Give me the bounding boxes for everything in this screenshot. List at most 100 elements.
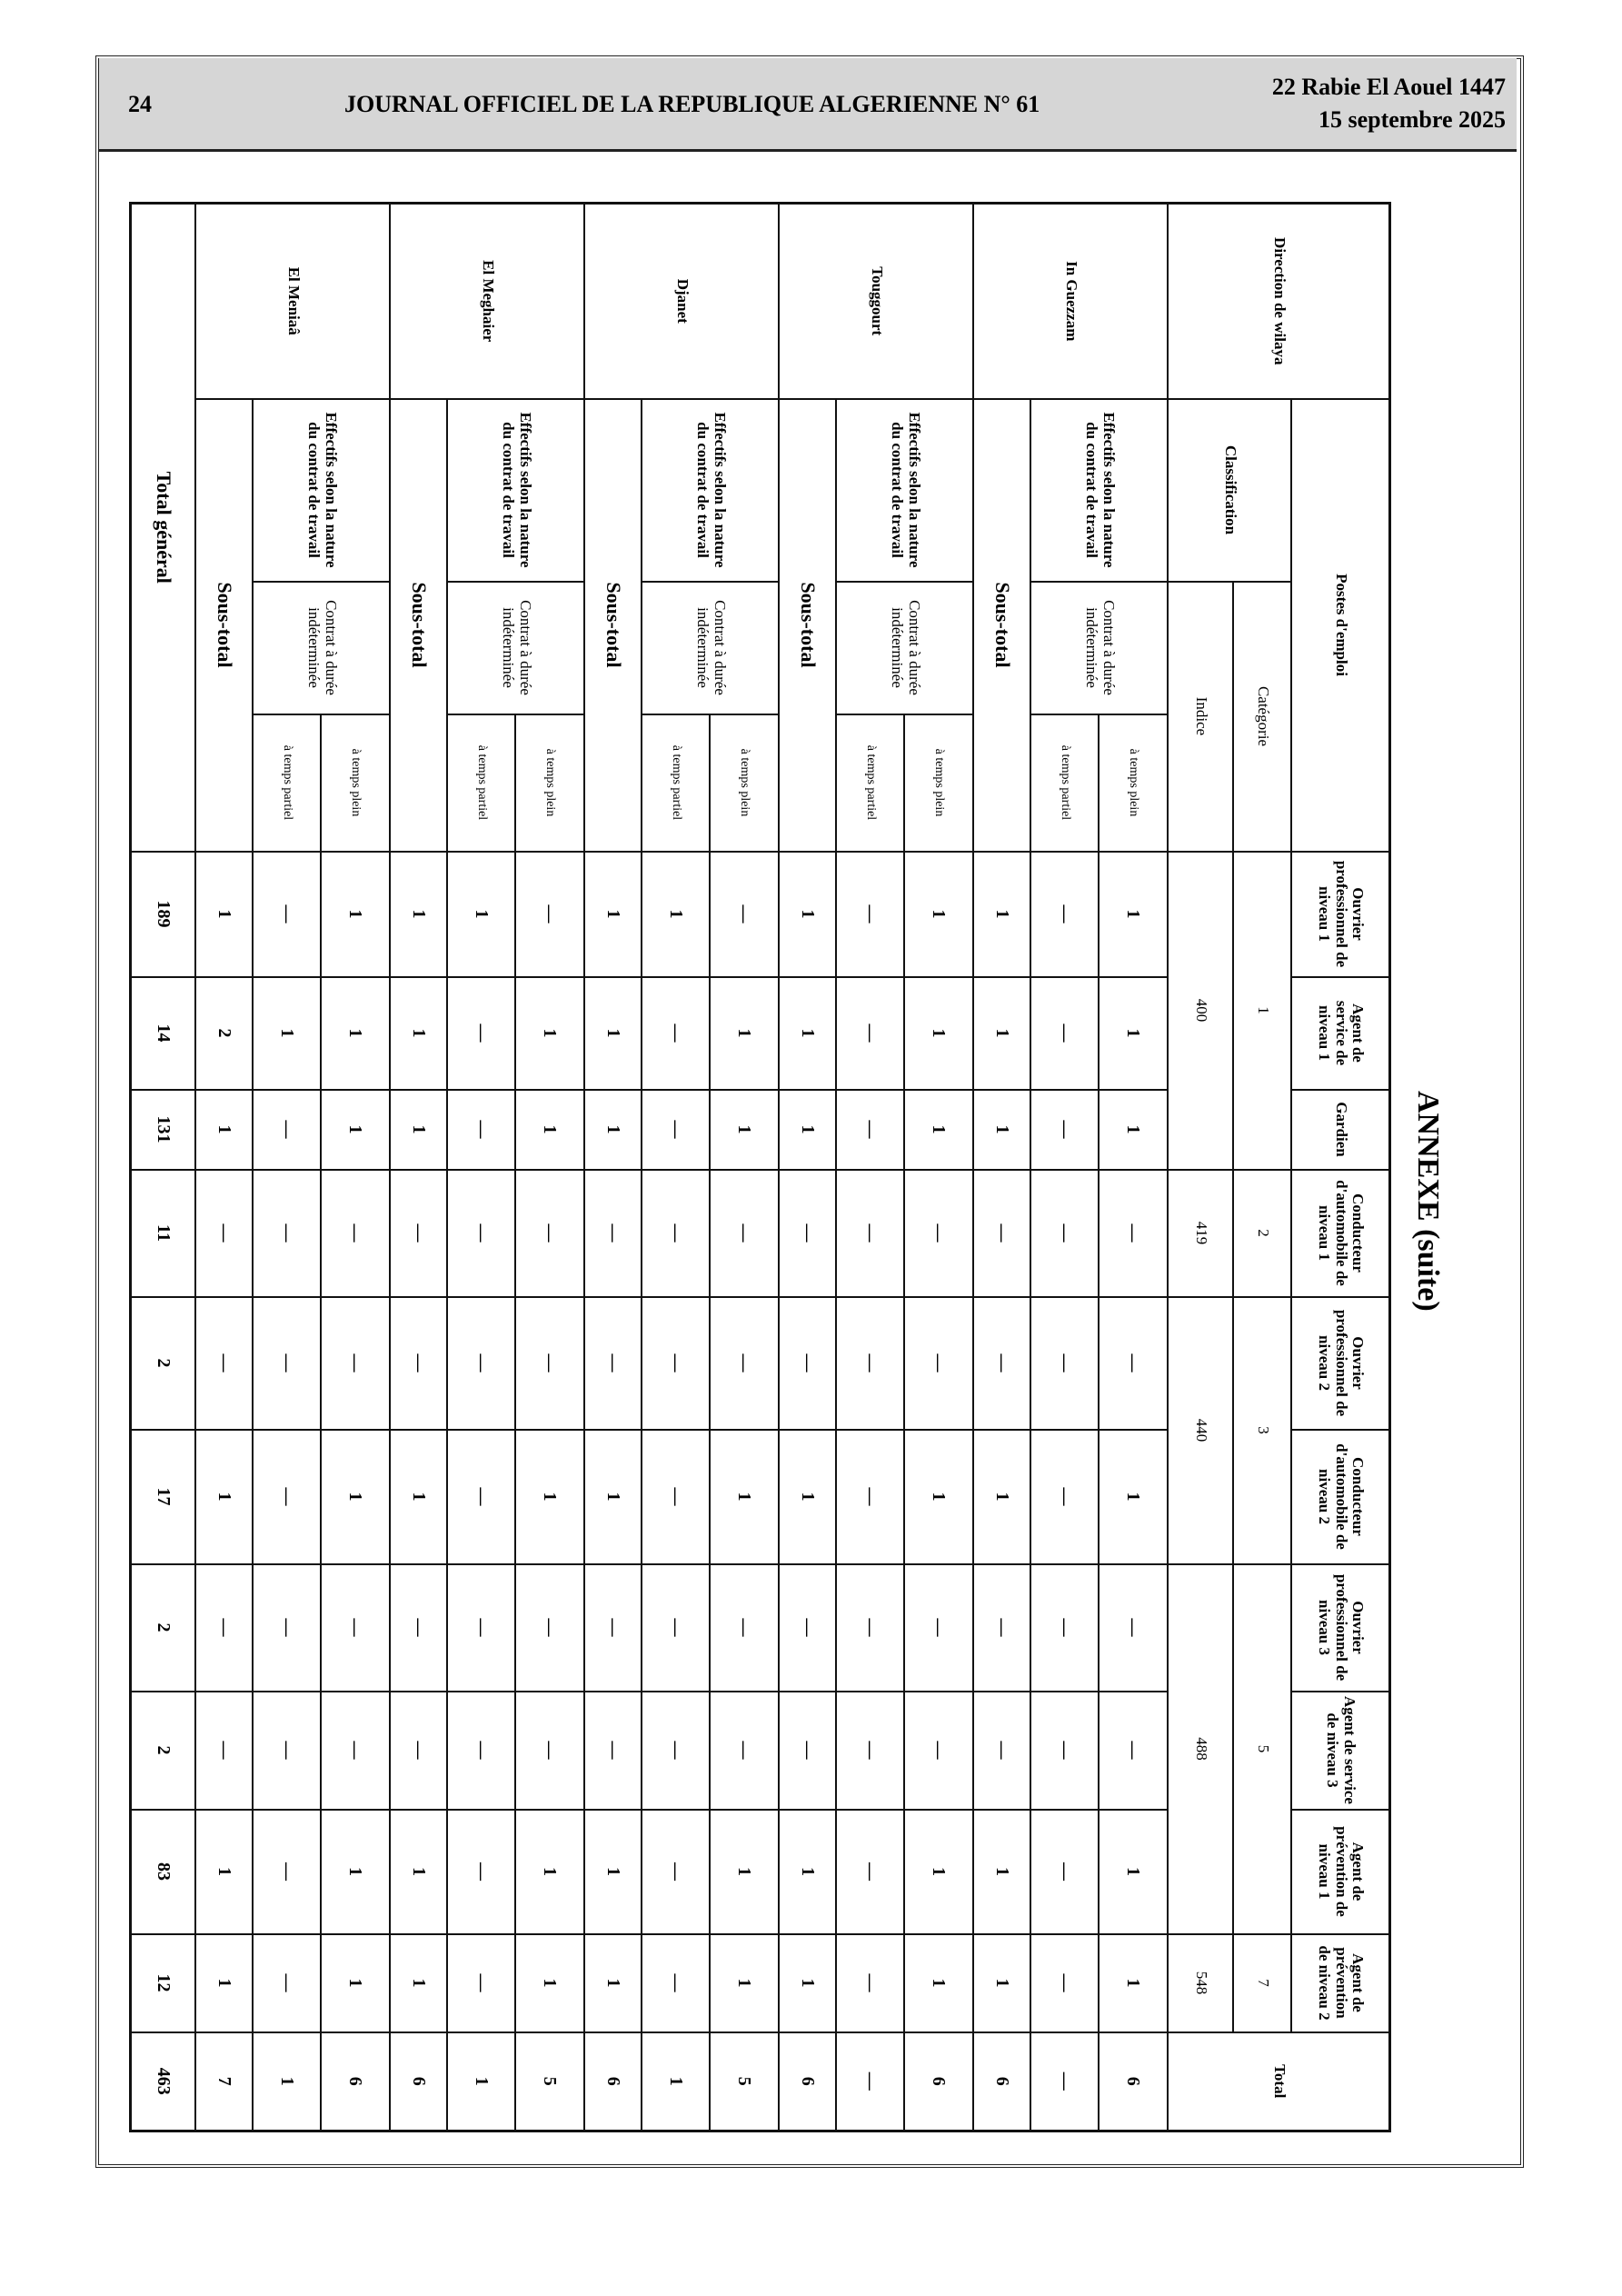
cell-value: — xyxy=(1030,1169,1100,1297)
table-row: In Guezzam Effectifs selon la nature du c… xyxy=(973,203,1169,2131)
cell-value: — xyxy=(642,1691,711,1810)
sous-total-value: 1 xyxy=(973,851,1031,977)
sous-total-value: 1 xyxy=(973,1089,1031,1170)
cell-value: — xyxy=(253,1933,322,2032)
cell-value: — xyxy=(642,1429,711,1564)
sous-total-value: 1 xyxy=(973,1933,1031,2032)
indice-value: 488 xyxy=(1168,1563,1234,1934)
cell-value: — xyxy=(1030,1429,1100,1564)
total-general-value: 14 xyxy=(130,976,196,1090)
poste-header: Agent de service de niveau 1 xyxy=(1291,976,1390,1090)
effectifs-label: Effectifs selon la nature du contrat de … xyxy=(642,398,780,582)
cell-value: — xyxy=(321,1691,391,1810)
cell-value: — xyxy=(253,1563,322,1692)
cell-value: — xyxy=(836,851,905,977)
cell-value: 1 xyxy=(1099,1429,1169,1564)
cell-value: — xyxy=(321,1169,391,1297)
sous-total-value: — xyxy=(195,1296,254,1430)
cell-value: — xyxy=(1030,1809,1100,1934)
total-general-value: 12 xyxy=(130,1933,196,2032)
sous-total-value: — xyxy=(973,1691,1031,1810)
page-frame xyxy=(95,55,1524,2168)
cell-value: — xyxy=(836,1169,905,1297)
cell-value: — xyxy=(447,1933,516,2032)
sous-total-value: 1 xyxy=(390,1429,448,1564)
partiel-label: à temps partiel xyxy=(253,714,322,852)
table-row: El Meghaier Effectifs selon la nature du … xyxy=(390,203,585,2131)
cell-value: 1 xyxy=(904,1933,974,2032)
sous-total-value: 1 xyxy=(390,976,448,1090)
sous-total-value: — xyxy=(779,1169,837,1297)
wilaya-name: Touggourt xyxy=(779,203,974,399)
cell-value: — xyxy=(1099,1691,1169,1810)
total-general-label: Total général xyxy=(130,203,196,852)
sous-total-label: Sous-total xyxy=(390,398,448,852)
cell-value: 6 xyxy=(904,2031,974,2131)
sous-total-value: — xyxy=(195,1691,254,1810)
cell-value: — xyxy=(253,851,322,977)
sous-total-label: Sous-total xyxy=(779,398,837,852)
date-hijri: 22 Rabie El Aouel 1447 xyxy=(1271,74,1506,100)
sous-total-value: — xyxy=(779,1563,837,1692)
contrat-label: Contrat à durée indéterminée xyxy=(642,581,780,714)
sous-total-value: 1 xyxy=(195,1429,254,1564)
total-general-value: 2 xyxy=(130,1563,196,1692)
sous-total-value: 1 xyxy=(779,1809,837,1934)
cell-value: 1 xyxy=(1099,851,1169,977)
poste-header: Conducteur d'automobile de niveau 1 xyxy=(1291,1169,1390,1297)
cell-value: — xyxy=(642,976,711,1090)
contrat-label: Contrat à durée indéterminée xyxy=(253,581,391,714)
plein-label: à temps plein xyxy=(321,714,391,852)
cell-value: — xyxy=(253,1809,322,1934)
sous-total-value: — xyxy=(390,1296,448,1430)
total-header: Total xyxy=(1168,2031,1390,2131)
cell-value: 5 xyxy=(710,2031,780,2131)
sous-total-value: — xyxy=(390,1691,448,1810)
cell-value: 1 xyxy=(253,976,322,1090)
cell-value: 6 xyxy=(321,2031,391,2131)
sous-total-value: 6 xyxy=(779,2031,837,2131)
cell-value: 1 xyxy=(710,1933,780,2032)
sous-total-value: 1 xyxy=(195,1089,254,1170)
cell-value: 1 xyxy=(321,1933,391,2032)
plein-label: à temps plein xyxy=(710,714,780,852)
wilaya-name: In Guezzam xyxy=(973,203,1169,399)
sous-total-value: — xyxy=(584,1691,642,1810)
sous-total-value: — xyxy=(195,1169,254,1297)
poste-header: Ouvrier professionnel de niveau 3 xyxy=(1291,1563,1390,1692)
cell-value: — xyxy=(1099,1296,1169,1430)
cell-value: 1 xyxy=(321,1089,391,1170)
plein-label: à temps plein xyxy=(1099,714,1169,852)
table-row: Touggourt Effectifs selon la nature du co… xyxy=(779,203,974,2131)
cell-value: — xyxy=(710,1691,780,1810)
partiel-label: à temps partiel xyxy=(447,714,516,852)
cell-value: — xyxy=(1030,2031,1100,2131)
cell-value: — xyxy=(836,1429,905,1564)
plein-label: à temps plein xyxy=(904,714,974,852)
cell-value: — xyxy=(1030,976,1100,1090)
cell-value: — xyxy=(642,1563,711,1692)
categorie-value: 2 xyxy=(1233,1169,1292,1297)
sous-total-value: 1 xyxy=(779,1933,837,2032)
cell-value: 1 xyxy=(904,1809,974,1934)
cell-value: 1 xyxy=(1099,1809,1169,1934)
sous-total-value: 6 xyxy=(390,2031,448,2131)
sous-total-value: 1 xyxy=(195,1933,254,2032)
sous-total-value: — xyxy=(779,1296,837,1430)
cell-value: 1 xyxy=(1099,1933,1169,2032)
cell-value: 1 xyxy=(321,1809,391,1934)
cell-value: 1 xyxy=(447,2031,516,2131)
categorie-header: Catégorie xyxy=(1233,581,1292,852)
sous-total-value: 1 xyxy=(390,1089,448,1170)
cell-value: — xyxy=(253,1089,322,1170)
cell-value: — xyxy=(447,976,516,1090)
total-general-value: 83 xyxy=(130,1809,196,1934)
sous-total-label: Sous-total xyxy=(195,398,254,852)
cell-value: — xyxy=(1099,1169,1169,1297)
cell-value: 1 xyxy=(1099,1089,1169,1170)
indice-value: 419 xyxy=(1168,1169,1234,1297)
cell-value: — xyxy=(836,1933,905,2032)
cell-value: — xyxy=(710,1169,780,1297)
cell-value: — xyxy=(253,1429,322,1564)
cell-value: 1 xyxy=(515,1089,585,1170)
